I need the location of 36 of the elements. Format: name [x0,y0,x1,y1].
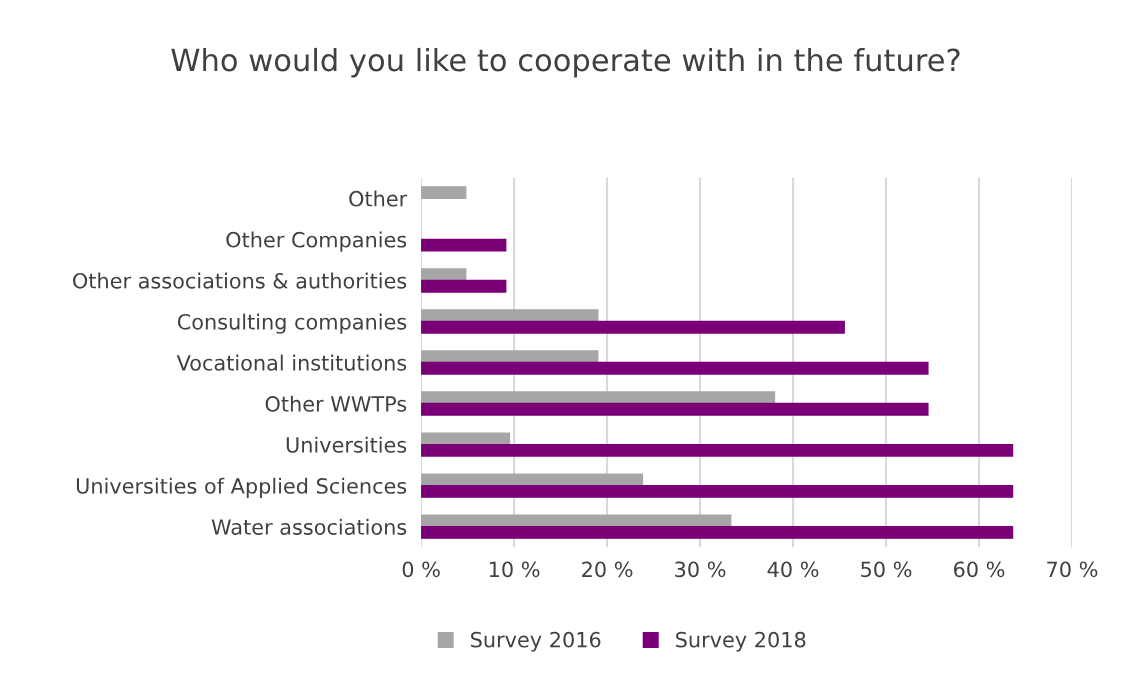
bar [421,238,507,252]
x-tick-label: 20 % [582,561,633,578]
y-tick-label: Other [349,190,408,207]
x-tick-label: 60 % [954,561,1005,578]
bar [421,514,732,528]
x-tick-label: 0 % [402,561,440,578]
bar [421,361,929,375]
bar [421,391,776,405]
bar [421,320,845,334]
bar [421,309,599,323]
bar [421,186,467,200]
bar [421,432,511,446]
bar [421,402,929,416]
legend-label: Survey 2018 [676,631,806,652]
y-tick-label: Water associations [211,518,407,535]
bar [421,525,1014,539]
y-tick-label: Other associations & authorities [73,272,407,289]
bar [421,473,644,487]
bar [421,484,1014,498]
y-tick-label: Vocational institutions [176,354,407,371]
y-tick-label: Other Companies [226,231,407,252]
y-tick-label: Consulting companies [177,313,407,334]
x-tick-label: 40 % [767,561,819,578]
bar [421,268,467,282]
x-tick-label: 30 % [675,561,726,578]
y-tick-label: Universities of Applied Sciences [76,477,407,498]
bar [421,279,507,293]
y-tick-label: Other WWTPs [265,395,407,412]
y-tick-label: Universities [286,436,407,453]
x-tick-label: 10 % [489,561,540,578]
x-tick-label: 70 % [1047,561,1098,578]
legend-label: Survey 2016 [471,631,601,652]
x-tick-label: 50 % [861,561,912,578]
bar [421,443,1014,457]
bar [421,350,599,364]
chart-title: Who would you like to cooperate with in the future? [171,47,960,78]
